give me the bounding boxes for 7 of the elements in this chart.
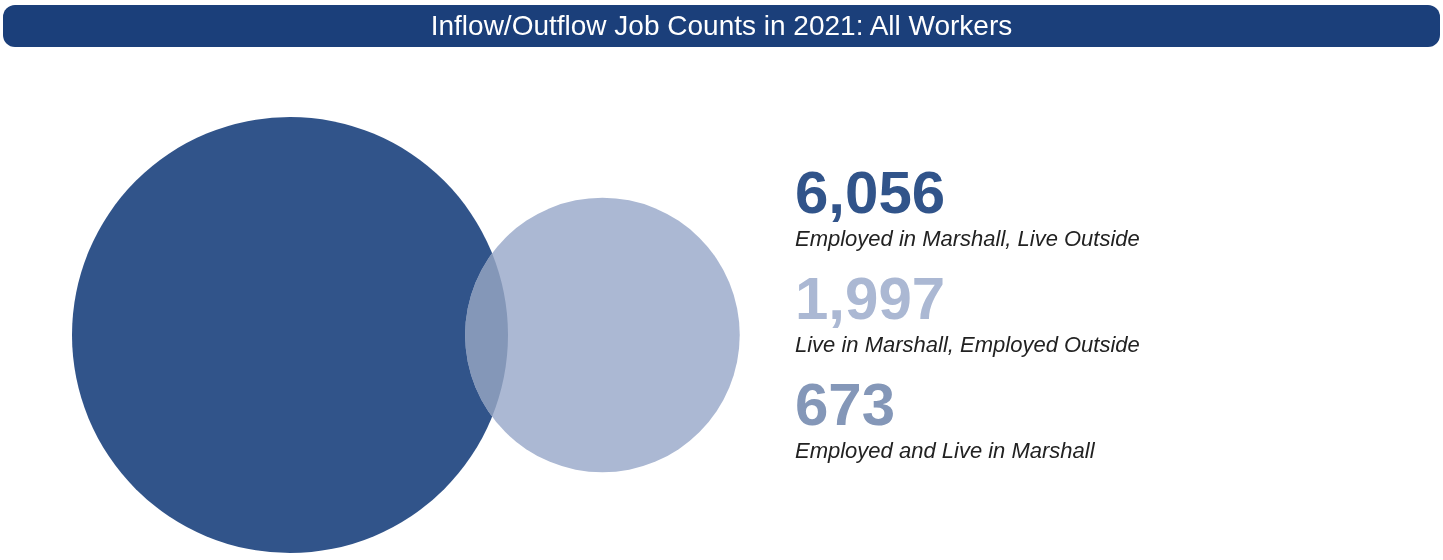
data-label: 673 [795,371,897,438]
category-label: Employed and Live in Marshall [795,438,1096,464]
category-label: Employed in Marshall, Live Outside [795,226,1140,252]
data-label: 1,997 [795,265,947,332]
data-label: 6,056 [795,159,947,226]
category-label: Live in Marshall, Employed Outside [795,332,1140,358]
text: Inflow/Outflow Job Counts in 2021: All Workers [3,5,1440,47]
